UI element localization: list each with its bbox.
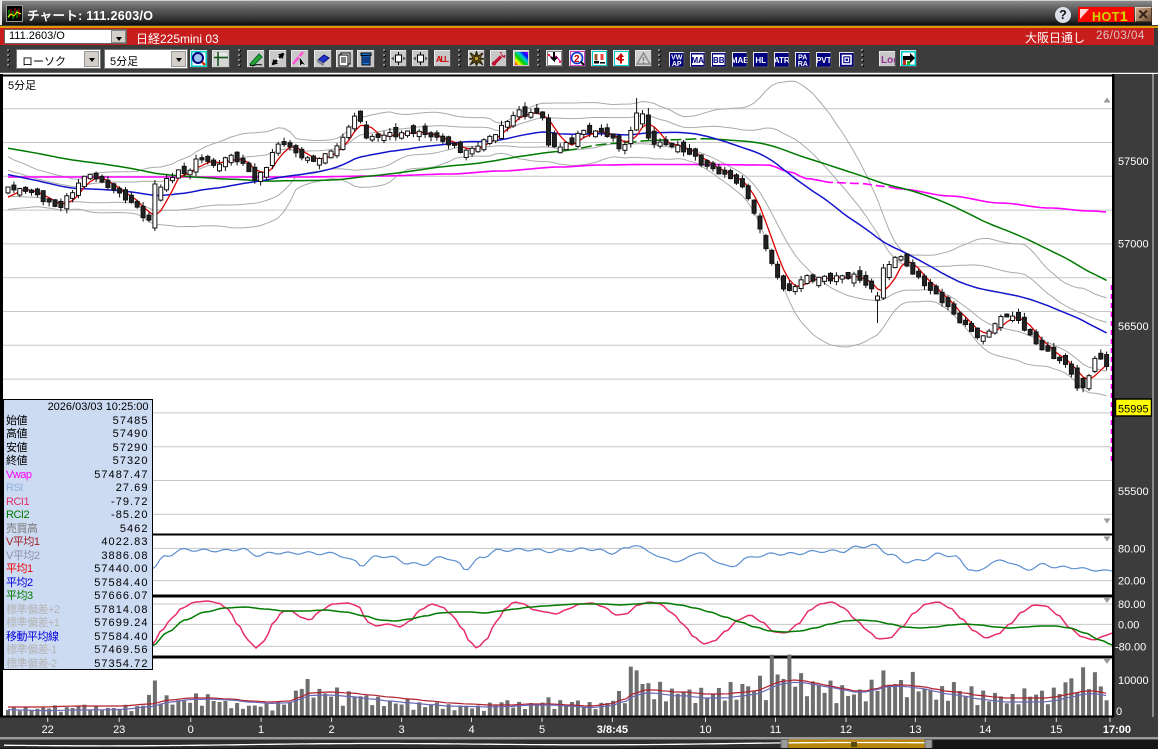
svg-text:13: 13 [909,724,921,736]
svg-text:3: 3 [399,724,405,736]
svg-text:4: 4 [468,724,474,736]
svg-text:AP: AP [672,61,682,68]
svg-text:5分足: 5分足 [8,79,36,92]
svg-text:12: 12 [840,724,852,736]
svg-text:55995: 55995 [1118,404,1149,416]
svg-text:BB: BB [713,56,725,65]
svg-text:PA: PA [798,55,807,62]
svg-text:2: 2 [329,724,335,736]
svg-text:20.00: 20.00 [1118,576,1146,588]
svg-text:14: 14 [979,724,991,736]
svg-text:57500: 57500 [1118,156,1149,168]
svg-text:0: 0 [1116,706,1122,718]
svg-text:Log: Log [881,55,896,66]
svg-text:57000: 57000 [1118,239,1149,251]
svg-text:56500: 56500 [1118,321,1149,333]
svg-text:10000: 10000 [1118,675,1149,687]
svg-text:1: 1 [258,724,264,736]
svg-text:PVT: PVT [816,56,832,65]
svg-text:MAE: MAE [732,56,748,65]
svg-text:ALL: ALL [436,55,449,64]
svg-text:80.00: 80.00 [1118,599,1146,611]
svg-text:11: 11 [770,724,781,736]
svg-text:10: 10 [699,724,711,736]
svg-text:2: 2 [574,54,580,65]
svg-text:5: 5 [539,724,545,736]
svg-text:55500: 55500 [1118,486,1149,498]
svg-text:3/8:45: 3/8:45 [597,724,628,736]
svg-text:-80.00: -80.00 [1115,642,1146,654]
svg-text:15: 15 [1050,724,1062,736]
svg-text:RA: RA [798,61,808,68]
svg-text:VW: VW [671,55,683,62]
svg-text:80.00: 80.00 [1118,544,1146,556]
svg-text:22: 22 [42,724,54,736]
svg-text:23: 23 [113,724,125,736]
svg-text:17:00: 17:00 [1103,724,1131,736]
svg-text:ATR: ATR [774,56,790,65]
svg-text:0: 0 [188,724,194,736]
svg-text:MA: MA [692,56,705,65]
svg-text:HL: HL [755,56,766,65]
svg-text:0.00: 0.00 [1118,620,1139,632]
